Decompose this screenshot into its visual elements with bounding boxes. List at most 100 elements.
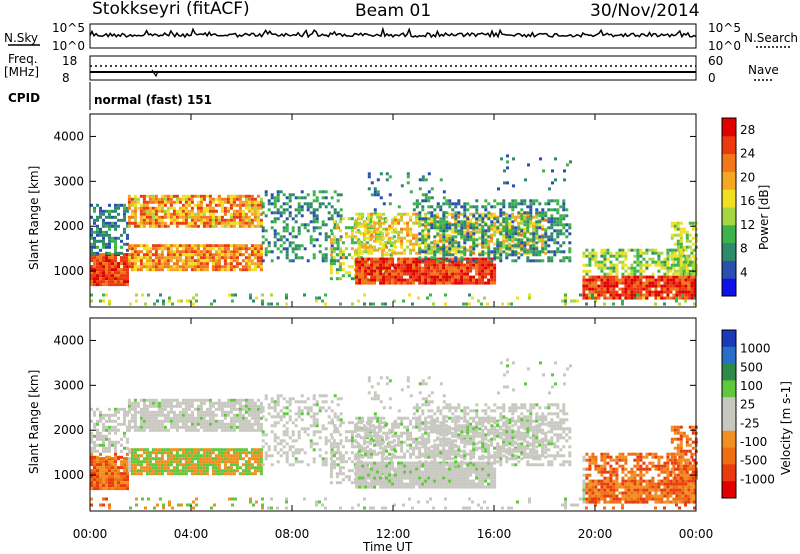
freq-tick-bottom: 8 (62, 71, 70, 85)
velocity-cell (123, 407, 126, 411)
velocity-cell (130, 466, 134, 470)
power-cell (463, 233, 467, 237)
velocity-cell (217, 460, 221, 464)
power-cell (130, 262, 134, 266)
power-cell (673, 263, 677, 267)
power-cell (133, 206, 137, 210)
power-cell (126, 206, 129, 210)
power-cell (90, 251, 93, 255)
power-cell (673, 272, 677, 276)
power-cell (445, 250, 449, 254)
velocity-cell (187, 398, 191, 402)
power-cell (264, 247, 268, 251)
power-cell (615, 254, 619, 258)
power-cell (276, 208, 280, 212)
velocity-cell (105, 484, 108, 488)
power-cell (430, 269, 434, 273)
power-cell (421, 229, 425, 233)
power-cell (364, 245, 368, 249)
power-cell (355, 263, 359, 267)
power-cell (505, 232, 509, 236)
velocity-cell (139, 398, 143, 402)
power-cell (451, 230, 455, 234)
power-cell (253, 203, 257, 207)
power-cell (93, 218, 96, 222)
power-cell (430, 256, 434, 260)
velocity-cell (127, 469, 131, 473)
velocity-cell (96, 449, 99, 453)
power-cell (457, 211, 461, 215)
power-cell (471, 296, 474, 300)
power-cell (264, 238, 268, 242)
power-cell (369, 302, 372, 306)
power-cell (208, 200, 212, 204)
power-cell (142, 209, 146, 213)
velocity-cell (279, 415, 283, 419)
power-cell (688, 233, 692, 237)
power-cell (114, 227, 117, 231)
power-cell (226, 218, 230, 222)
velocity-cell (282, 445, 286, 449)
velocity-cell (187, 425, 191, 429)
velocity-cell (297, 451, 301, 455)
power-cell (285, 256, 289, 260)
power-cell (96, 233, 99, 237)
velocity-cell (336, 463, 340, 467)
power-cell (247, 197, 251, 201)
velocity-cell (151, 463, 155, 467)
power-cell (690, 296, 694, 300)
power-cell (196, 212, 200, 216)
velocity-cell (196, 469, 200, 473)
power-cell (332, 241, 336, 245)
power-cell (361, 224, 365, 228)
power-cell (481, 272, 485, 276)
velocity-cell (273, 436, 277, 440)
power-cell (676, 254, 680, 258)
power-cell (657, 251, 661, 255)
power-cell (636, 275, 640, 279)
power-cell (181, 268, 185, 272)
velocity-cell (244, 469, 248, 473)
power-cell (288, 211, 292, 215)
power-cell (358, 224, 362, 228)
power-cell (400, 212, 404, 216)
power-cell (600, 290, 604, 294)
power-cell (430, 260, 434, 264)
velocity-cell (105, 419, 108, 423)
velocity-cell (253, 460, 257, 464)
power-cell (223, 200, 227, 204)
power-cell (276, 238, 280, 242)
power-cell (394, 275, 398, 279)
velocity-cell (324, 442, 328, 446)
power-cell (645, 278, 649, 282)
velocity-cell (312, 448, 316, 452)
power-cell (373, 266, 377, 270)
power-cell (332, 238, 336, 242)
power-cell (111, 271, 114, 275)
velocity-cell (229, 460, 233, 464)
power-cell (391, 269, 395, 273)
power-cell (588, 281, 592, 285)
power-cell (279, 250, 283, 254)
power-cell (466, 269, 470, 273)
velocity-cell (190, 466, 194, 470)
power-cell (96, 251, 99, 255)
power-cell (436, 239, 440, 243)
power-cell (544, 239, 548, 243)
power-cell (338, 250, 342, 254)
power-cell (490, 239, 494, 243)
power-cell (436, 232, 440, 236)
power-cell (439, 236, 443, 240)
velocity-cell (232, 457, 236, 461)
velocity-cell (160, 425, 164, 429)
power-cell (469, 275, 473, 279)
velocity-cell (184, 413, 188, 417)
power-cell (306, 229, 310, 233)
power-cell (463, 263, 467, 267)
velocity-cell (199, 413, 203, 417)
velocity-cell (151, 419, 155, 423)
velocity-cell (205, 425, 209, 429)
power-cell (561, 299, 564, 303)
velocity-cell (166, 457, 170, 461)
velocity-cell (288, 418, 292, 422)
